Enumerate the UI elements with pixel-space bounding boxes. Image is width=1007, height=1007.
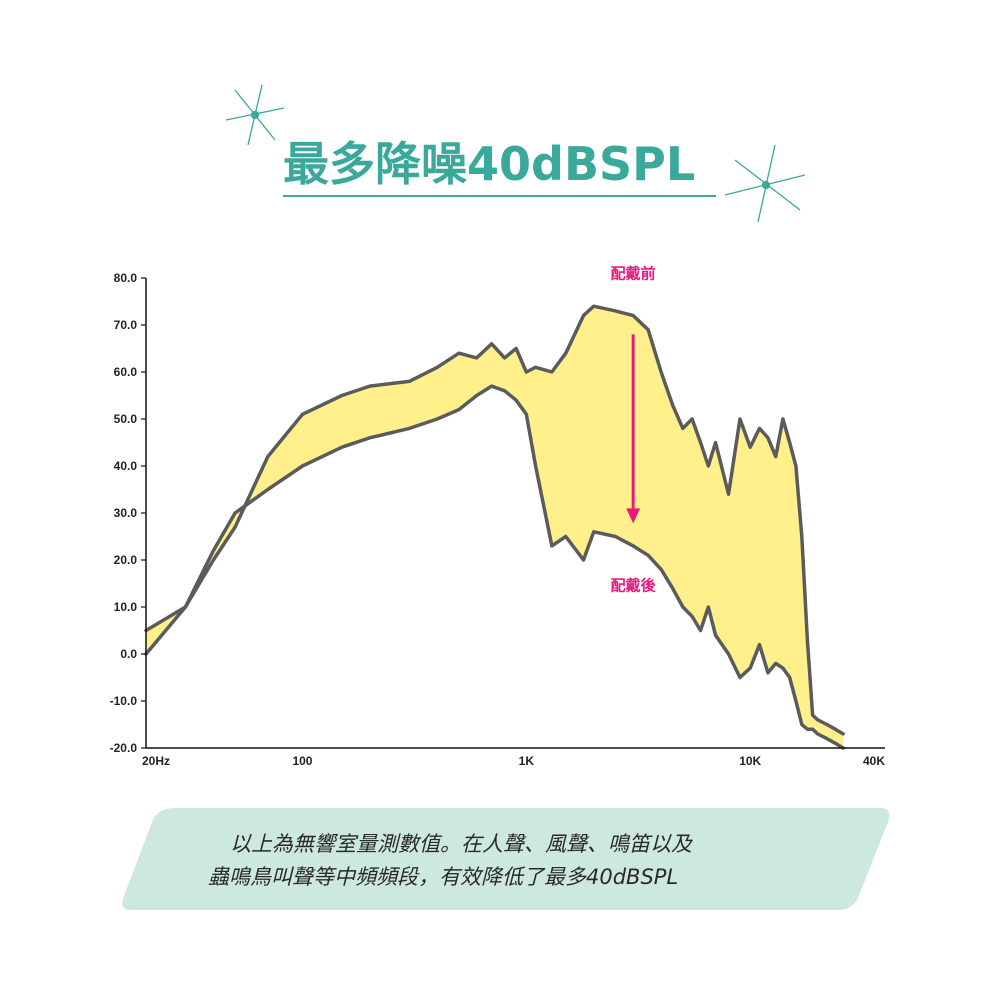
series-after-line bbox=[144, 384, 845, 750]
y-axis-tick-labels: 80.0 70.0 60.0 50.0 40.0 30.0 20.0 10.0 0.0 -10.0… bbox=[110, 271, 138, 755]
y-tick-label: -20.0 bbox=[110, 741, 138, 755]
noise-reduction-band bbox=[146, 306, 844, 748]
x-tick-label: 10K bbox=[739, 754, 761, 768]
y-tick-label: 0.0 bbox=[120, 647, 137, 661]
label-after: 配戴後 bbox=[611, 576, 657, 594]
caption-bubble bbox=[122, 808, 890, 910]
y-tick-label: 40.0 bbox=[114, 459, 138, 473]
y-tick-label: 30.0 bbox=[114, 506, 138, 520]
series-before-line bbox=[144, 304, 845, 736]
y-tick-label: 70.0 bbox=[114, 318, 138, 332]
reduction-arrow-head-icon bbox=[626, 508, 641, 524]
caption-line-1: 以上為無響室量測數值。在人聲、風聲、鳴笛以及 bbox=[230, 832, 693, 856]
frequency-chart: 80.0 70.0 60.0 50.0 40.0 30.0 20.0 10.0 0.0 -10.0… bbox=[110, 264, 886, 768]
x-axis-tick-labels: 20Hz 100 1K 10K 40K bbox=[142, 754, 885, 768]
y-tick-label: 20.0 bbox=[114, 553, 138, 567]
label-before: 配戴前 bbox=[611, 264, 656, 282]
y-tick-label: -10.0 bbox=[110, 694, 138, 708]
x-tick-label: 20Hz bbox=[142, 754, 170, 768]
chart-axes bbox=[141, 277, 885, 749]
sparkle-right-icon bbox=[724, 144, 806, 223]
x-tick-label: 40K bbox=[863, 754, 885, 768]
chart-area-layer bbox=[144, 304, 845, 750]
page-title: 最多降噪40dBSPL bbox=[283, 137, 695, 191]
y-tick-label: 60.0 bbox=[114, 365, 138, 379]
y-tick-label: 10.0 bbox=[114, 600, 138, 614]
x-tick-label: 100 bbox=[292, 754, 312, 768]
y-tick-label: 50.0 bbox=[114, 412, 138, 426]
x-tick-label: 1K bbox=[519, 754, 535, 768]
y-tick-label: 80.0 bbox=[114, 271, 138, 285]
caption-line-2: 蟲鳴鳥叫聲等中頻頻段，有效降低了最多40dBSPL bbox=[208, 865, 678, 889]
sparkle-left-icon bbox=[225, 84, 285, 146]
